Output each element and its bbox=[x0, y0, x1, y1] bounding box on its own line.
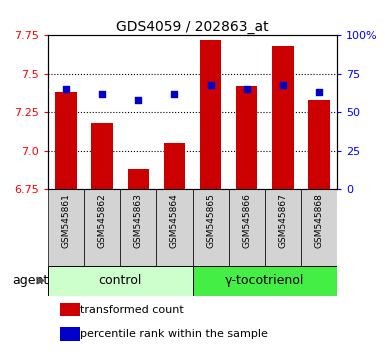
Bar bbox=[84, 189, 120, 266]
Point bbox=[208, 82, 214, 87]
Text: GSM545868: GSM545868 bbox=[314, 193, 323, 248]
Text: GSM545865: GSM545865 bbox=[206, 193, 215, 248]
Bar bbox=[236, 86, 258, 189]
Text: γ-tocotrienol: γ-tocotrienol bbox=[225, 274, 305, 287]
Bar bbox=[301, 189, 337, 266]
Bar bbox=[272, 46, 293, 189]
Text: control: control bbox=[99, 274, 142, 287]
Text: GSM545866: GSM545866 bbox=[242, 193, 251, 248]
Bar bbox=[308, 100, 330, 189]
Text: GSM545862: GSM545862 bbox=[98, 193, 107, 248]
Text: GSM545867: GSM545867 bbox=[278, 193, 287, 248]
Bar bbox=[55, 92, 77, 189]
Bar bbox=[60, 327, 80, 341]
Text: GSM545864: GSM545864 bbox=[170, 193, 179, 248]
Bar bbox=[229, 189, 265, 266]
Title: GDS4059 / 202863_at: GDS4059 / 202863_at bbox=[116, 21, 269, 34]
Text: transformed count: transformed count bbox=[80, 304, 184, 315]
Point bbox=[63, 86, 69, 92]
Bar bbox=[48, 189, 84, 266]
Bar bbox=[192, 189, 229, 266]
Bar bbox=[60, 303, 80, 316]
Point bbox=[171, 91, 177, 97]
Bar bbox=[120, 189, 156, 266]
Point bbox=[99, 91, 105, 97]
Bar bbox=[192, 266, 337, 296]
Point bbox=[244, 86, 250, 92]
Text: percentile rank within the sample: percentile rank within the sample bbox=[80, 329, 268, 339]
Text: GSM545863: GSM545863 bbox=[134, 193, 143, 248]
Point bbox=[280, 82, 286, 87]
Text: GSM545861: GSM545861 bbox=[62, 193, 71, 248]
Bar bbox=[200, 40, 221, 189]
Bar bbox=[265, 189, 301, 266]
Bar bbox=[48, 266, 192, 296]
Text: agent: agent bbox=[12, 274, 48, 287]
Bar bbox=[92, 123, 113, 189]
Point bbox=[316, 90, 322, 95]
Bar bbox=[164, 143, 185, 189]
Bar bbox=[127, 169, 149, 189]
Point bbox=[135, 97, 141, 103]
Bar bbox=[156, 189, 192, 266]
